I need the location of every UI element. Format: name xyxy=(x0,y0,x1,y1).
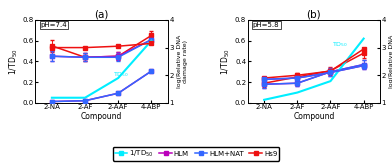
Title: (b): (b) xyxy=(307,9,321,19)
Text: pH=7.4: pH=7.4 xyxy=(41,22,67,28)
Y-axis label: 1/TD$_{50}$: 1/TD$_{50}$ xyxy=(220,48,232,75)
Text: pH=5.8: pH=5.8 xyxy=(253,22,279,28)
Title: (a): (a) xyxy=(94,9,109,19)
Y-axis label: log(Relative DNA
damage rate): log(Relative DNA damage rate) xyxy=(389,35,392,88)
Y-axis label: log(Relative DNA
damage rate): log(Relative DNA damage rate) xyxy=(177,35,188,88)
X-axis label: Compound: Compound xyxy=(293,112,335,121)
Legend: 1/TD$_{50}$, HLM, HLM+NAT, Hs9: 1/TD$_{50}$, HLM, HLM+NAT, Hs9 xyxy=(113,147,279,161)
Text: TD$_{50}$: TD$_{50}$ xyxy=(332,40,348,49)
X-axis label: Compound: Compound xyxy=(81,112,122,121)
Y-axis label: 1/TD$_{50}$: 1/TD$_{50}$ xyxy=(7,48,20,75)
Text: TD$_{50}$: TD$_{50}$ xyxy=(113,70,129,79)
